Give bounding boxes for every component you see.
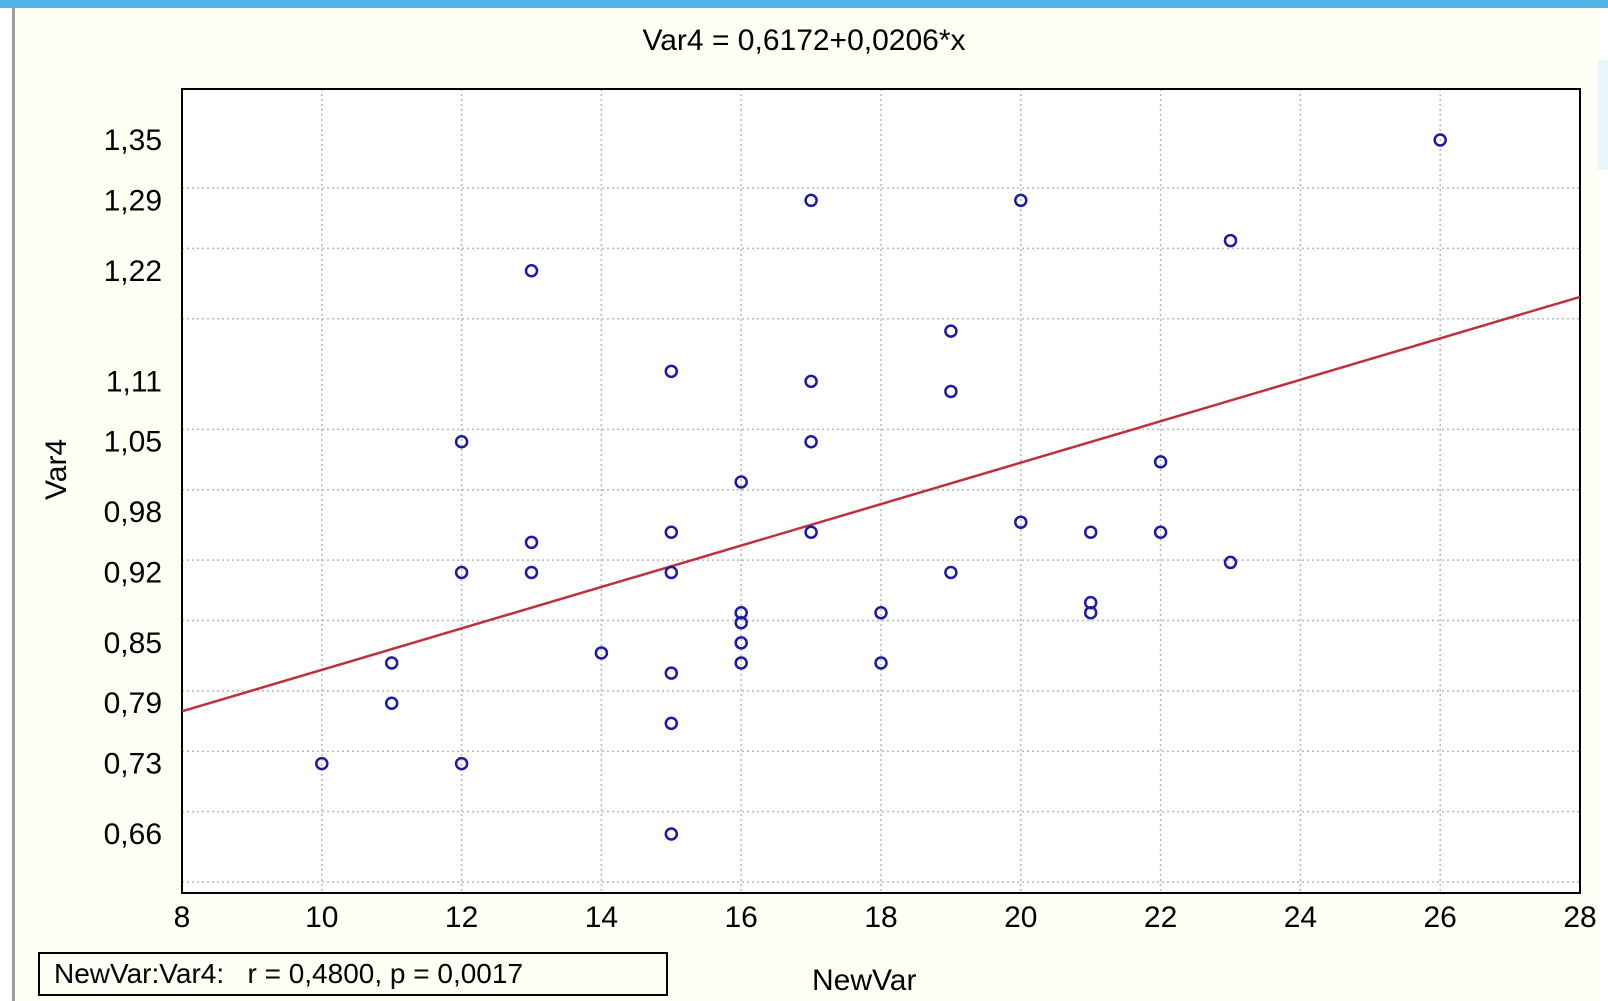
data-point bbox=[664, 666, 679, 680]
data-point bbox=[804, 434, 818, 449]
data-point bbox=[1223, 555, 1238, 570]
left-border bbox=[0, 8, 16, 1001]
x-axis-title: NewVar bbox=[812, 964, 917, 997]
chart-canvas: 8 10 12 14 16 18 20 22 24 26 28 1,35 1,29 1,22 1,11 1,0… bbox=[16, 8, 1598, 1001]
plot-border bbox=[181, 88, 1581, 894]
data-point bbox=[1153, 455, 1168, 469]
x-tick-label: 12 bbox=[445, 901, 478, 934]
data-point bbox=[734, 616, 748, 630]
data-point bbox=[524, 565, 539, 580]
x-tick-label: 18 bbox=[864, 901, 897, 934]
x-tick-label: 24 bbox=[1284, 901, 1317, 934]
chart-title: Var4 = 0,6172+0,0206*x bbox=[642, 24, 966, 57]
y-tick-label: 1,05 bbox=[104, 426, 162, 459]
data-point bbox=[944, 384, 958, 399]
x-tick-label: 16 bbox=[725, 901, 758, 934]
data-point bbox=[1014, 515, 1028, 529]
correlation-stat-box: NewVar:Var4: r = 0,4800, p = 0,0017 bbox=[38, 952, 668, 996]
x-tick-label: 10 bbox=[305, 901, 338, 934]
y-tick-label: 1,29 bbox=[104, 184, 162, 217]
scatter-chart: 8 10 12 14 16 18 20 22 24 26 28 1,35 1,29 1,22 1,11 1,0… bbox=[104, 88, 1597, 934]
data-point bbox=[664, 525, 679, 540]
data-point bbox=[664, 565, 679, 580]
data-point bbox=[804, 374, 818, 389]
data-point bbox=[454, 434, 469, 449]
data-point bbox=[734, 656, 748, 670]
y-tick-label: 0,85 bbox=[104, 627, 162, 660]
y-axis-title: Var4 bbox=[40, 438, 73, 500]
data-point bbox=[664, 827, 679, 841]
data-point bbox=[734, 475, 748, 489]
data-point bbox=[384, 696, 399, 710]
y-tick-label: 0,98 bbox=[104, 496, 162, 529]
y-tick-label: 0,73 bbox=[104, 748, 162, 781]
data-point bbox=[804, 525, 818, 540]
x-tick-label: 22 bbox=[1144, 901, 1177, 934]
data-point bbox=[664, 716, 679, 731]
data-point bbox=[524, 264, 539, 278]
data-point bbox=[944, 565, 958, 580]
data-point bbox=[1083, 605, 1098, 620]
y-tick-label: 0,66 bbox=[104, 818, 162, 851]
x-tick-label: 20 bbox=[1004, 901, 1037, 934]
top-accent-bar bbox=[0, 0, 1608, 8]
x-tick-label: 28 bbox=[1563, 901, 1596, 934]
data-point bbox=[664, 364, 679, 379]
data-point bbox=[454, 565, 469, 580]
data-point bbox=[1014, 193, 1028, 208]
regression-line bbox=[181, 295, 1581, 713]
y-tick-label: 0,79 bbox=[104, 687, 162, 720]
y-tick-label: 1,22 bbox=[104, 255, 162, 288]
data-point bbox=[454, 756, 469, 771]
data-point bbox=[874, 656, 888, 670]
data-point bbox=[874, 605, 888, 620]
x-tick-label: 26 bbox=[1424, 901, 1457, 934]
data-point bbox=[1083, 525, 1098, 540]
data-point bbox=[524, 535, 539, 550]
data-point bbox=[804, 193, 818, 208]
y-tick-label: 0,92 bbox=[104, 556, 162, 589]
data-point bbox=[594, 646, 609, 660]
data-point bbox=[1433, 133, 1447, 147]
y-tick-label: 1,35 bbox=[104, 124, 162, 157]
data-point bbox=[734, 636, 748, 650]
y-tick-label: 1,11 bbox=[106, 365, 162, 398]
data-point bbox=[944, 324, 958, 338]
data-point bbox=[1153, 525, 1168, 540]
data-point bbox=[315, 756, 329, 771]
data-point bbox=[384, 656, 399, 670]
x-tick-label: 8 bbox=[174, 901, 191, 934]
right-accent bbox=[1598, 60, 1608, 170]
x-tick-label: 14 bbox=[585, 901, 618, 934]
data-point bbox=[1223, 233, 1238, 248]
